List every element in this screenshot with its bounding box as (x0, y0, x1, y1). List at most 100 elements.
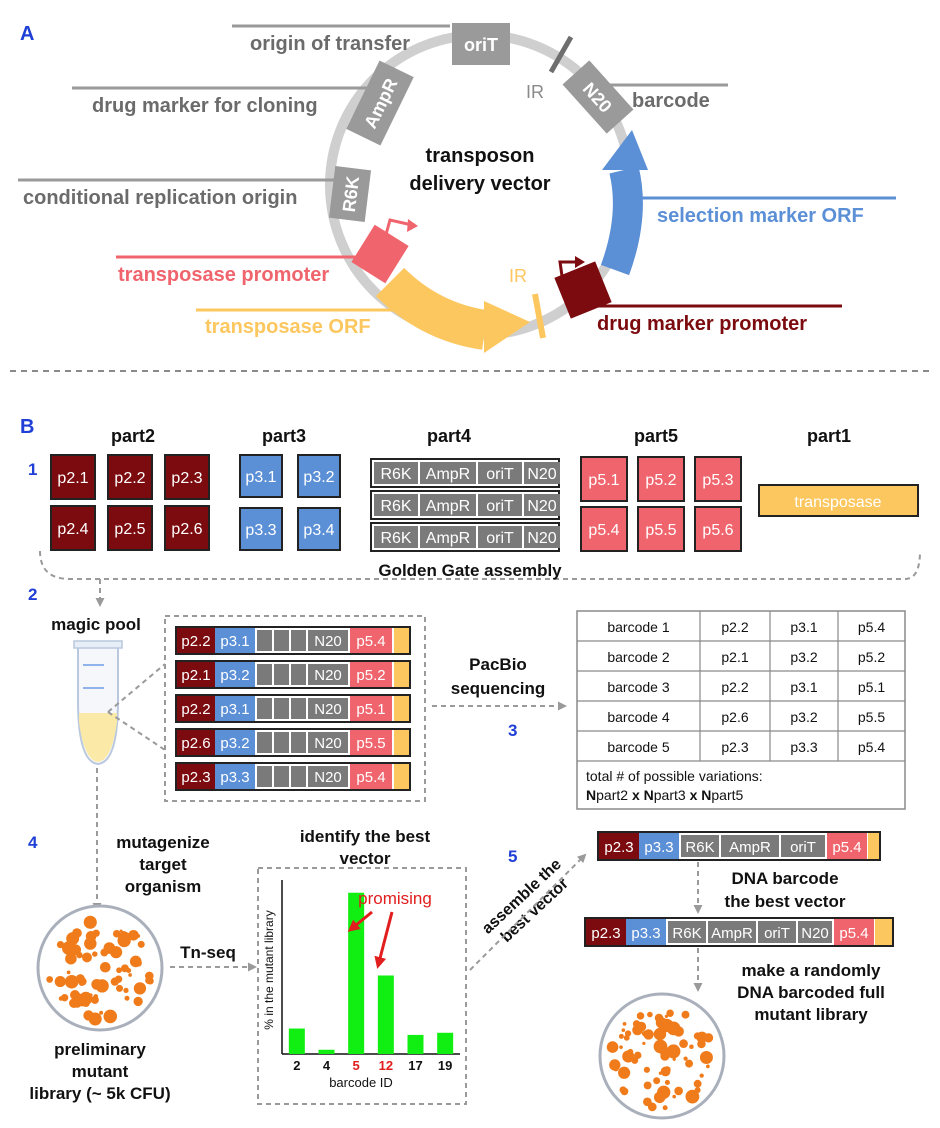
pool-p5 (350, 662, 392, 687)
vector-item-label: R6K (672, 925, 701, 942)
chart-frame (257, 867, 467, 1105)
vector-p3-label: p3.3 (644, 839, 673, 856)
part4-item (374, 526, 418, 548)
label-drug-marker-cloning: drug marker for cloning (92, 95, 318, 117)
table-cell: p5.5 (858, 709, 885, 725)
part-block-label: p2.3 (171, 470, 202, 487)
golden-gate-bracket (39, 550, 921, 580)
pool-segment (291, 630, 306, 651)
pool-segment (274, 732, 289, 753)
colony (82, 952, 92, 963)
colony (124, 995, 130, 1001)
golden-gate-label: Golden Gate assembly (378, 561, 562, 580)
transposase-promoter-segment (351, 224, 409, 284)
colony (109, 1015, 114, 1021)
orit-segment (452, 23, 510, 65)
colony (606, 1041, 619, 1053)
table-cell: barcode 3 (607, 679, 669, 695)
step-1: 1 (28, 460, 37, 479)
pool-p5-label: p5.4 (356, 633, 385, 650)
promising-arrow-2 (374, 911, 394, 969)
pool-transposase (394, 764, 409, 789)
pacbio-label-1: PacBio (469, 655, 527, 674)
pool-p3 (215, 696, 255, 721)
drug-promoter-arrow (558, 260, 578, 284)
pool-segment (257, 664, 272, 685)
vector-item-label: AmpR (711, 925, 753, 942)
pool-frame (164, 615, 426, 802)
chart-tick-label: 17 (408, 1058, 422, 1073)
vector-transposase (868, 833, 879, 859)
part4-item (478, 462, 522, 484)
header-part3: part3 (262, 426, 306, 446)
part-block-label: p3.2 (303, 469, 334, 486)
part-block (107, 454, 153, 500)
vector-p2 (599, 833, 639, 859)
chart-bar (288, 1028, 305, 1054)
colony (621, 1028, 626, 1032)
colony (134, 959, 142, 967)
pool-segment (274, 766, 289, 787)
colony (83, 915, 97, 929)
pool-p2 (177, 662, 215, 687)
part4-item-label: N20 (527, 530, 556, 547)
chart-bar (348, 892, 365, 1054)
chart-bar (377, 975, 394, 1054)
part4-item-label: R6K (380, 466, 411, 483)
transposase-orf-arrowhead (484, 301, 530, 353)
variations-formula: Npart2 x Npart3 x Npart5 (586, 787, 743, 803)
tube-zoom-line-bottom (107, 711, 166, 751)
n20-segment (562, 60, 634, 134)
ir-bottom-mark (532, 293, 546, 339)
table-cell: p3.2 (790, 709, 817, 725)
table-cell: p3.3 (790, 739, 817, 755)
colony (664, 1079, 670, 1086)
orit-label: oriT (464, 35, 498, 55)
part-block-label: p2.1 (57, 470, 88, 487)
colony (636, 1012, 645, 1020)
part4-item (420, 462, 476, 484)
part-block (694, 456, 742, 502)
part-block (580, 506, 628, 552)
colony (128, 929, 139, 941)
best-vector-bottom: p2.3 p3.3 R6K AmpR oriT N20 p5.4 (584, 917, 894, 947)
part4-item-label: AmpR (426, 530, 470, 547)
r6k-segment (328, 166, 372, 222)
step-2: 2 (28, 585, 37, 604)
header-part5: part5 (634, 426, 678, 446)
vector-p5-label: p5.4 (839, 925, 868, 942)
part4-item (524, 494, 560, 516)
mutagenize-2: target (139, 855, 187, 874)
part-block (580, 456, 628, 502)
make-library-1: make a randomly (742, 961, 881, 980)
colony (643, 1081, 652, 1090)
ampr-segment (346, 60, 414, 146)
pool-p2 (177, 764, 215, 789)
transposase-promoter-arrow (383, 218, 413, 239)
part-block-label: p5.1 (588, 472, 619, 489)
colony (666, 1021, 681, 1036)
vector-p5-label: p5.4 (832, 839, 861, 856)
pool-p5 (350, 696, 392, 721)
colony (79, 991, 93, 1006)
vector-item-label: AmpR (729, 839, 771, 856)
colony (642, 1041, 646, 1045)
colony (79, 980, 85, 986)
colony (88, 1012, 102, 1026)
transposase-orf-arc (375, 267, 489, 350)
chart-xlabel: barcode ID (329, 1075, 393, 1090)
pool-n20 (308, 664, 348, 685)
panel-b-letter: B (20, 416, 34, 438)
pool-transposase (394, 696, 409, 721)
colony (123, 987, 129, 993)
colony (609, 1059, 621, 1071)
pool-segment (274, 698, 289, 719)
pool-n20-label: N20 (314, 633, 342, 650)
vector-item-label: oriT (764, 925, 790, 942)
colony (93, 994, 99, 999)
vector-item (721, 835, 779, 857)
colony (60, 993, 69, 1002)
dna-barcode-1: DNA barcode (731, 869, 838, 888)
colony (659, 1091, 665, 1097)
